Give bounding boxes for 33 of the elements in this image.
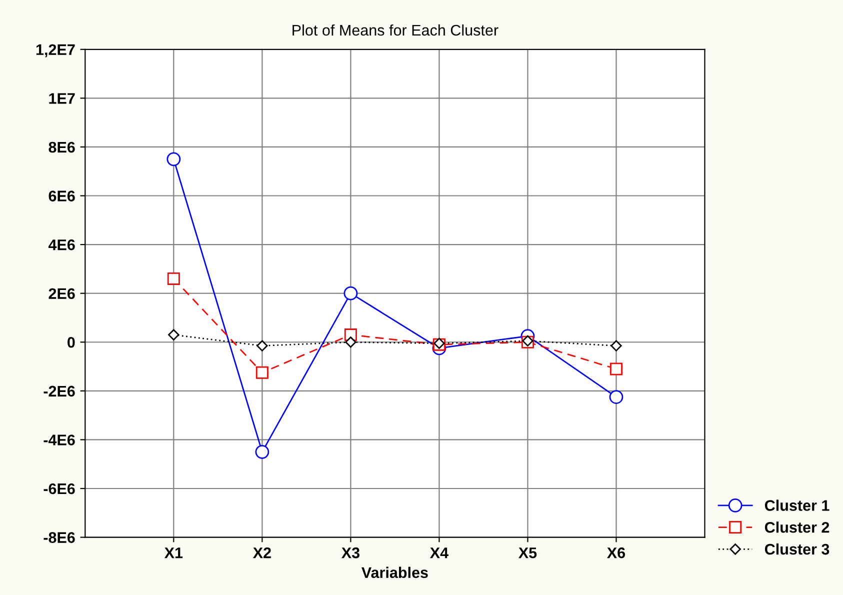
point xyxy=(167,272,180,285)
x-axis-title: Variables xyxy=(362,566,428,578)
x-tick-label: X3 xyxy=(341,547,360,558)
y-tick-label: 1E7 xyxy=(49,93,75,104)
point xyxy=(256,340,268,352)
y-tick-label: 4E6 xyxy=(48,239,75,250)
point xyxy=(344,286,358,300)
y-tick-label: 1,2E7 xyxy=(36,44,75,58)
y-tick-label: 2E6 xyxy=(48,288,75,300)
point xyxy=(255,444,270,459)
x-tick-label: X6 xyxy=(607,547,626,558)
legend-label: Cluster 1 xyxy=(764,500,830,511)
point xyxy=(256,366,268,379)
point xyxy=(168,329,180,340)
x-tick-label: X1 xyxy=(164,548,183,558)
x-tick-label: X4 xyxy=(430,548,448,558)
y-tick-label: -4E6 xyxy=(44,434,75,446)
x-tick-label: X5 xyxy=(518,548,537,558)
y-tick-label: 8E6 xyxy=(48,142,75,153)
point xyxy=(609,390,624,404)
x-tick-label: X2 xyxy=(252,547,271,558)
legend-label: Cluster 3 xyxy=(764,543,830,555)
y-tick-label: 6E6 xyxy=(48,190,75,202)
chart-title: Plot of Means for Each Cluster xyxy=(292,24,498,36)
point xyxy=(610,362,622,376)
point xyxy=(345,336,356,348)
point xyxy=(610,340,622,352)
y-tick-label: 0 xyxy=(68,336,75,348)
legend-label: Cluster 2 xyxy=(764,522,830,533)
y-tick-label: -8E6 xyxy=(44,532,75,543)
y-tick-label: -2E6 xyxy=(44,386,75,397)
point xyxy=(166,152,181,166)
y-tick-label: -6E6 xyxy=(44,483,75,494)
